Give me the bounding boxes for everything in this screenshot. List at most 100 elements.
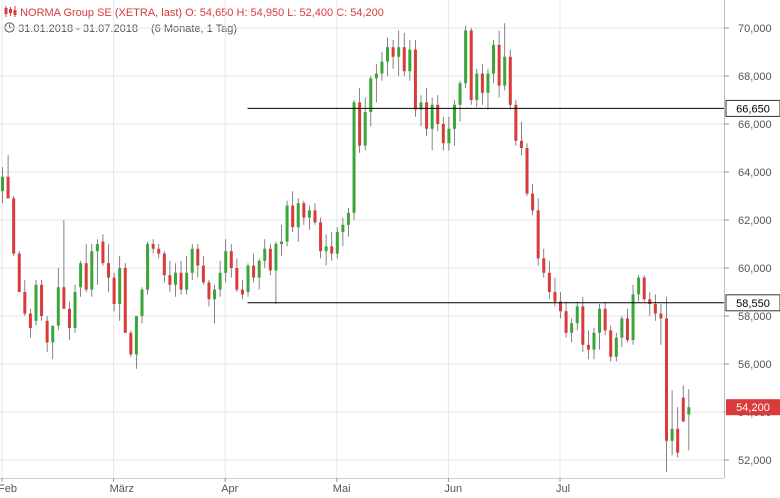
candle-body xyxy=(637,277,641,295)
candle-body xyxy=(564,311,568,333)
candle-body xyxy=(268,248,272,271)
candle-body xyxy=(274,244,278,271)
candle-body xyxy=(346,212,350,225)
candle-body xyxy=(598,308,602,333)
candle-body xyxy=(162,253,166,276)
candle-body xyxy=(285,205,289,242)
candle-body xyxy=(358,102,362,146)
candle-body xyxy=(56,287,60,326)
candle-body xyxy=(665,318,669,441)
candle-body xyxy=(319,222,323,252)
candle-body xyxy=(302,203,306,218)
candle-body xyxy=(330,246,334,254)
x-tick-label: Jun xyxy=(444,483,462,495)
candle-body xyxy=(681,397,685,422)
candle-body xyxy=(324,246,328,252)
close-value: C: 54,200 xyxy=(336,7,384,19)
y-tick-label: 66,000 xyxy=(738,119,772,131)
x-tick-label: Jul xyxy=(556,483,570,495)
candle-body xyxy=(425,102,429,129)
candle-body xyxy=(553,292,557,302)
candle-body xyxy=(252,265,256,278)
candle-body xyxy=(229,251,233,268)
candle-body xyxy=(118,268,122,304)
period-label: (6 Monate, 1 Tag) xyxy=(151,23,238,35)
candle-body xyxy=(609,330,613,357)
candle-body xyxy=(40,284,44,316)
candle-body xyxy=(224,251,228,273)
candle-body xyxy=(413,49,417,110)
candle-body xyxy=(486,73,490,93)
open-value: O: 54,650 xyxy=(185,7,234,19)
candle-body xyxy=(653,304,657,314)
instrument-name: NORMA Group SE (XETRA, last) xyxy=(20,7,183,19)
candle-body xyxy=(207,282,211,300)
candle-body xyxy=(475,73,479,100)
candle-body xyxy=(519,140,523,148)
y-tick-label: 64,000 xyxy=(738,167,772,179)
y-tick-label: 60,000 xyxy=(738,263,772,275)
chart-title-row: NORMA Group SE (XETRA, last) O: 54,650 H… xyxy=(4,6,384,19)
candle-body xyxy=(436,104,440,124)
candle-body xyxy=(687,407,691,415)
candle-body xyxy=(402,47,406,72)
high-value: H: 54,950 xyxy=(236,7,285,19)
candle-body xyxy=(335,232,339,254)
candle-body xyxy=(592,332,596,350)
candle-body xyxy=(129,332,133,355)
candle-body xyxy=(67,308,71,328)
candle-body xyxy=(363,112,367,146)
candle-body xyxy=(397,47,401,57)
y-tick-label: 56,000 xyxy=(738,359,772,371)
candle-body xyxy=(352,102,356,213)
candle-body xyxy=(307,210,311,218)
candle-body xyxy=(190,248,194,273)
candle-body xyxy=(464,30,468,84)
candle-body xyxy=(45,320,49,343)
candle-body xyxy=(123,268,127,333)
candle-body xyxy=(447,128,451,144)
candle-body xyxy=(112,277,116,304)
candle-body xyxy=(62,287,66,309)
candle-body xyxy=(95,244,99,252)
y-tick-label: 68,000 xyxy=(738,71,772,83)
low-value: L: 52,400 xyxy=(287,7,334,19)
candle-body xyxy=(380,61,384,74)
candle-body xyxy=(374,73,378,79)
candle-body xyxy=(603,308,607,331)
candle-body xyxy=(525,148,529,194)
candle-body xyxy=(73,292,77,328)
candle-body xyxy=(480,73,484,93)
candle-body xyxy=(213,289,217,300)
candle-body xyxy=(240,289,244,295)
candle-body xyxy=(257,260,261,278)
candle-body xyxy=(51,325,55,343)
candle-body xyxy=(514,104,518,141)
candle-body xyxy=(28,313,32,328)
candle-body xyxy=(296,203,300,228)
candle-body xyxy=(196,248,200,266)
candle-body xyxy=(391,47,395,57)
candle-body xyxy=(157,248,161,254)
candle-body xyxy=(659,313,663,319)
candle-body xyxy=(246,265,250,292)
candle-body xyxy=(676,428,680,453)
candle-body xyxy=(620,318,624,338)
candle-body xyxy=(90,251,94,290)
candle-body xyxy=(642,277,646,300)
candle-body xyxy=(625,318,629,340)
candle-body xyxy=(586,344,590,350)
candle-body xyxy=(575,306,579,324)
x-tick-label: Feb xyxy=(0,483,17,495)
candle-body xyxy=(17,253,21,292)
candle-body xyxy=(419,102,423,110)
candle-body xyxy=(430,104,434,129)
candle-body xyxy=(458,83,462,105)
level-flag xyxy=(725,294,780,312)
candle-body xyxy=(151,244,155,249)
candle-body xyxy=(648,299,652,304)
candle-body xyxy=(12,198,16,254)
candle-body xyxy=(670,428,674,441)
candle-body xyxy=(185,272,189,290)
